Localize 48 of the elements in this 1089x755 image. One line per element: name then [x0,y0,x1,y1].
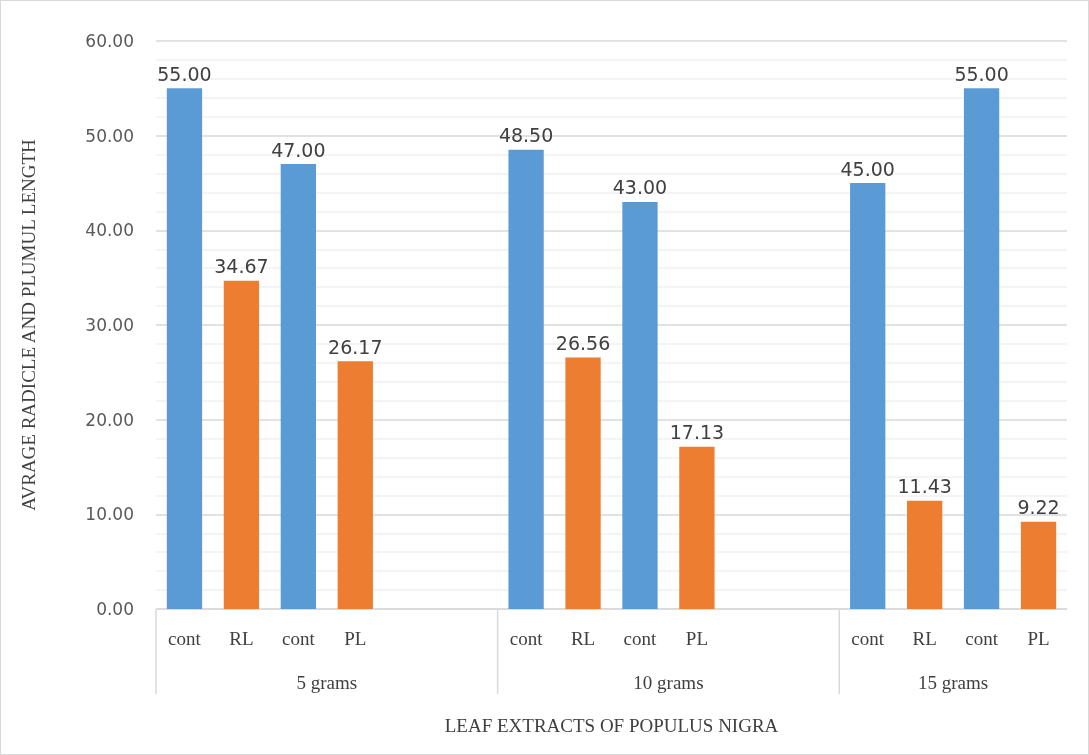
x-tick-label: RL [912,628,937,649]
x-tick-label: cont [851,628,885,649]
x-tick-label: PL [1027,628,1050,649]
bar [1020,521,1057,609]
data-label: 34.67 [214,255,269,278]
x-tick-label: PL [685,628,708,649]
data-label: 17.13 [669,421,725,444]
x-tick-label: cont [168,628,202,649]
text: 10 grams [633,671,704,693]
bar [166,88,203,609]
y-tick-label: 50.00 [85,125,134,146]
y-tick-label: 10.00 [85,504,134,525]
data-label: 26.56 [555,332,611,355]
bar [907,500,943,609]
data-label: 55.00 [157,62,212,85]
text: 15 grams [918,671,989,693]
x-tick-label: RL [570,628,596,649]
x-tick-label: cont [623,628,658,649]
x-tick-label: cont [965,628,999,649]
data-label: 26.17 [328,335,383,358]
bar [337,361,373,609]
data-label: 9.22 [1017,496,1060,519]
y-tick-label: 0.00 [96,599,134,619]
y-tick-label: 20.00 [85,409,134,430]
data-label: 47.00 [271,138,326,161]
bar [565,357,601,609]
bar [508,149,544,609]
x-tick-label: cont [509,628,544,649]
data-label: 43.00 [612,176,668,199]
text: 5 grams [296,671,358,693]
bar [622,201,658,609]
x-tick-label: PL [344,628,367,649]
bar [963,88,1000,609]
x-tick-label: cont [281,628,316,649]
bar [223,280,260,609]
y-tick-label: 30.00 [85,315,134,335]
x-tick-label: RL [229,628,254,649]
bar [679,446,715,609]
data-label: 55.00 [954,62,1009,85]
bar [280,164,316,609]
bar [850,183,886,609]
y-axis-title: AVRAGE RADICLE AND PLUMUL LENGTH [18,138,39,511]
x-axis-title: LEAF EXTRACTS OF POPULUS NIGRA [444,715,779,736]
y-tick-label: 60.00 [85,31,134,51]
y-tick-label: 40.00 [85,220,134,241]
data-label: 11.43 [897,475,952,498]
data-label: 45.00 [840,157,895,180]
data-label: 48.50 [498,124,554,147]
